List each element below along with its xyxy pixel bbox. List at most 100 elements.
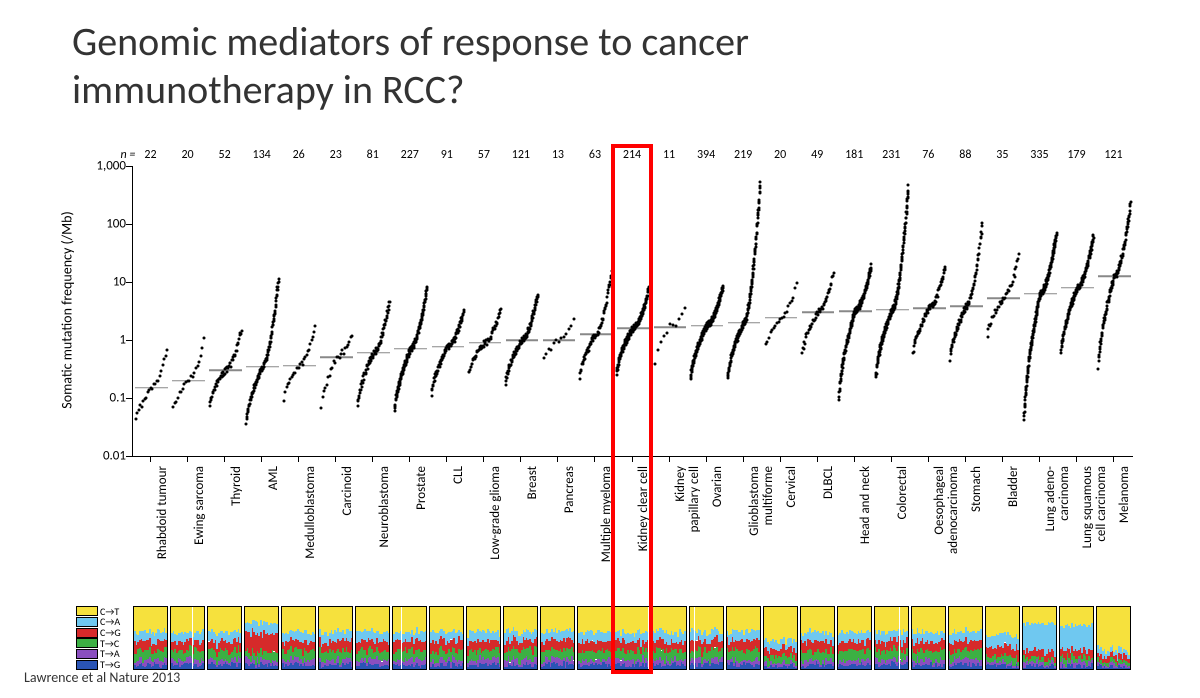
data-point <box>607 288 610 291</box>
n-label: 20 <box>774 148 786 162</box>
data-point <box>785 311 788 314</box>
legend-swatch <box>76 606 98 616</box>
n-label: 394 <box>697 148 715 162</box>
data-point <box>381 332 384 335</box>
data-point <box>1125 230 1128 233</box>
data-point <box>944 265 947 268</box>
signature-cell <box>207 606 242 670</box>
data-point <box>570 324 573 327</box>
data-point <box>533 312 536 315</box>
data-point <box>1013 275 1016 278</box>
data-point <box>986 336 989 339</box>
data-point <box>1127 222 1130 225</box>
data-point <box>1031 340 1034 343</box>
data-point <box>900 264 903 267</box>
data-point <box>309 342 312 345</box>
data-point <box>963 311 966 314</box>
data-point <box>878 353 881 356</box>
data-point <box>161 364 164 367</box>
data-point <box>1129 200 1132 203</box>
data-point <box>314 325 317 328</box>
data-point <box>294 372 297 375</box>
data-point <box>777 321 780 324</box>
n-label: 57 <box>478 148 490 162</box>
data-point <box>849 330 852 333</box>
x-tick <box>706 456 707 462</box>
data-point <box>975 268 978 271</box>
data-point <box>804 336 807 339</box>
data-point <box>507 369 510 372</box>
data-point <box>160 370 163 373</box>
data-point <box>288 382 291 385</box>
data-point <box>438 366 441 369</box>
data-point <box>252 390 255 393</box>
data-point <box>498 316 501 319</box>
data-point <box>610 274 613 277</box>
data-point <box>359 391 362 394</box>
data-point <box>433 379 436 382</box>
x-tick <box>817 456 818 462</box>
data-point <box>870 262 873 265</box>
x-category-label: AML <box>267 466 281 490</box>
data-point <box>606 291 609 294</box>
y-tick <box>126 340 132 341</box>
data-point <box>351 334 354 337</box>
x-tick <box>594 456 595 462</box>
data-point <box>885 326 888 329</box>
data-point <box>1025 381 1028 384</box>
data-point <box>757 211 760 214</box>
data-point <box>1060 352 1063 355</box>
data-point <box>690 374 693 377</box>
signature-cell <box>689 606 724 670</box>
signature-cell <box>614 606 649 670</box>
data-point <box>899 268 902 271</box>
signature-cell <box>763 606 798 670</box>
x-tick <box>150 456 151 462</box>
data-point <box>320 407 323 410</box>
data-point <box>809 326 812 329</box>
y-tick-label: 10 <box>86 275 126 290</box>
data-point <box>1018 253 1021 256</box>
data-point <box>870 267 873 270</box>
data-point <box>987 328 990 331</box>
signature-cell <box>874 606 909 670</box>
data-point <box>485 343 488 346</box>
data-point <box>282 400 285 403</box>
data-point <box>973 280 976 283</box>
data-point <box>751 278 754 281</box>
data-point <box>583 357 586 360</box>
signature-cell <box>577 606 612 670</box>
data-point <box>1011 280 1014 283</box>
data-point <box>191 376 194 379</box>
x-tick <box>632 456 633 462</box>
data-point <box>898 283 901 286</box>
data-point <box>301 363 304 366</box>
data-point <box>394 403 397 406</box>
data-point <box>802 347 805 350</box>
data-point <box>957 326 960 329</box>
data-point <box>425 293 428 296</box>
data-point <box>814 317 817 320</box>
x-tick <box>891 456 892 462</box>
data-point <box>902 244 905 247</box>
data-point <box>1099 342 1102 345</box>
data-point <box>305 353 308 356</box>
data-point <box>899 276 902 279</box>
data-point <box>729 360 732 363</box>
signature-cell <box>392 606 427 670</box>
n-label: 134 <box>253 148 271 162</box>
data-point <box>1024 402 1027 405</box>
data-point <box>424 297 427 300</box>
data-point <box>342 352 345 355</box>
data-point <box>1092 240 1095 243</box>
data-point <box>423 304 426 307</box>
data-point <box>382 326 385 329</box>
x-tick <box>965 456 966 462</box>
data-point <box>1029 352 1032 355</box>
data-point <box>936 295 939 298</box>
data-point <box>979 235 982 238</box>
data-point <box>621 351 624 354</box>
data-point <box>572 317 575 320</box>
data-point <box>151 388 154 391</box>
data-point <box>1127 219 1130 222</box>
